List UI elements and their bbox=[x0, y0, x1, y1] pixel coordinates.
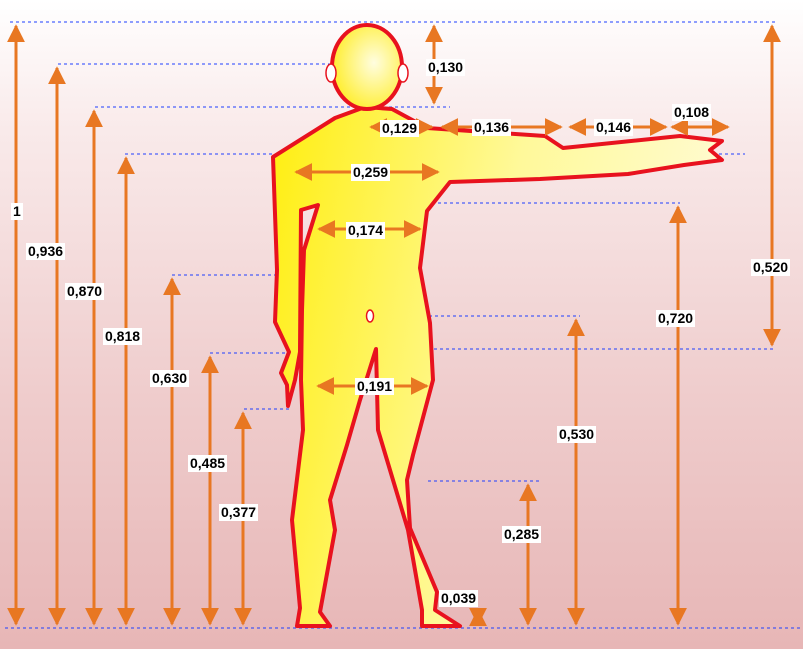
label-head-height: 0,130 bbox=[426, 59, 466, 76]
label-fingertip-height: 0,377 bbox=[219, 504, 259, 521]
label-chin-height: 0,870 bbox=[65, 283, 105, 300]
label-shoulder-width: 0,259 bbox=[351, 164, 391, 181]
label-armpit-height: 0,720 bbox=[656, 310, 696, 327]
left-ear bbox=[325, 63, 337, 83]
label-navel-height: 0,530 bbox=[557, 426, 597, 443]
label-shoulder-height: 0,818 bbox=[103, 328, 143, 345]
label-knee-height: 0,285 bbox=[502, 526, 542, 543]
right-ear bbox=[397, 63, 409, 83]
label-hand-tip-height: 0,630 bbox=[150, 370, 190, 387]
label-knuckle-height: 0,485 bbox=[188, 455, 228, 472]
body-shape bbox=[271, 105, 724, 628]
label-chest-width: 0,174 bbox=[346, 222, 386, 239]
head bbox=[330, 23, 404, 111]
label-upper-arm: 0,136 bbox=[472, 119, 512, 136]
label-total-height: 1 bbox=[11, 203, 23, 220]
human-figure bbox=[271, 23, 724, 628]
navel bbox=[365, 309, 375, 323]
label-hip-width: 0,191 bbox=[355, 378, 395, 395]
label-hand: 0,108 bbox=[672, 104, 712, 121]
label-arm-to-top: 0,520 bbox=[751, 259, 791, 276]
label-eye-height: 0,936 bbox=[26, 243, 66, 260]
label-forearm: 0,146 bbox=[594, 119, 634, 136]
label-neck-to-shoulder: 0,129 bbox=[380, 120, 420, 137]
label-ankle-height: 0,039 bbox=[439, 590, 479, 607]
